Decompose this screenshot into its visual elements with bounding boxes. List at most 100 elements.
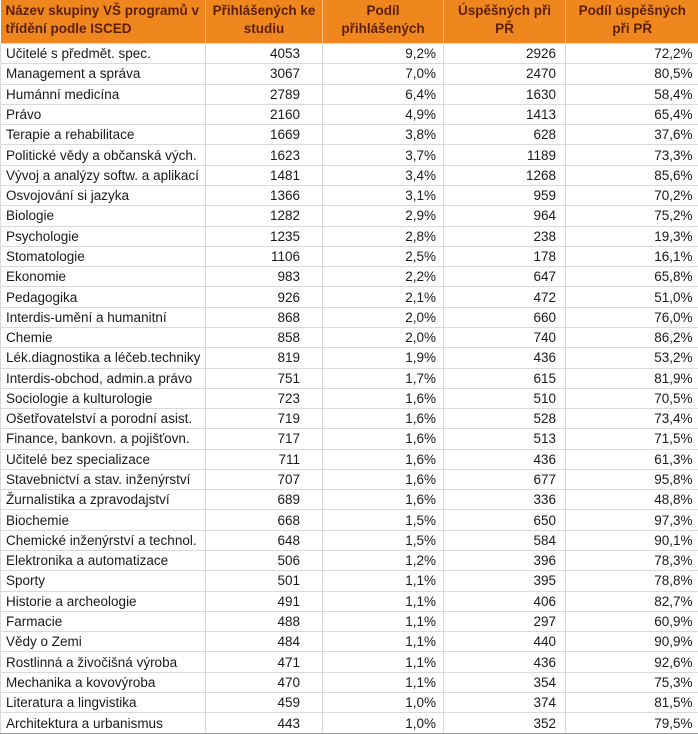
program-name-cell: Stavebnictví a stav. inženýrství <box>0 469 206 491</box>
value-cell: 37,6% <box>565 124 698 146</box>
value-cell: 648 <box>205 530 323 552</box>
column-header-successful: Úspěšných při PŘ <box>443 0 566 44</box>
value-cell: 959 <box>443 185 566 207</box>
table-row: Sporty 501 1,1% 395 78,8% <box>0 570 698 592</box>
value-cell: 92,6% <box>565 651 698 673</box>
program-name-cell: Učitelé s předmět. spec. <box>0 43 206 65</box>
value-cell: 2926 <box>443 43 566 65</box>
value-cell: 584 <box>443 530 566 552</box>
value-cell: 73,4% <box>565 408 698 430</box>
value-cell: 1,6% <box>322 388 444 410</box>
value-cell: 707 <box>205 469 323 491</box>
value-cell: 1,1% <box>322 672 444 694</box>
value-cell: 1189 <box>443 144 566 166</box>
value-cell: 81,5% <box>565 692 698 714</box>
value-cell: 711 <box>205 449 323 470</box>
program-name-cell: Politické vědy a občanská vých. <box>0 144 206 166</box>
program-name-cell: Architektura a urbanismus <box>0 712 206 734</box>
value-cell: 1,1% <box>322 570 444 592</box>
value-cell: 82,7% <box>565 591 698 612</box>
header-row: Název skupiny VŠ programů v třídění podl… <box>0 0 698 44</box>
value-cell: 78,8% <box>565 570 698 592</box>
program-name-cell: Vědy o Zemi <box>0 631 206 653</box>
value-cell: 501 <box>205 570 323 592</box>
value-cell: 19,3% <box>565 226 698 247</box>
value-cell: 2,9% <box>322 205 444 227</box>
value-cell: 858 <box>205 327 323 349</box>
table-row: Management a správa 3067 7,0% 2470 80,5% <box>0 63 698 85</box>
value-cell: 1,1% <box>322 651 444 673</box>
program-name-cell: Ekonomie <box>0 266 206 288</box>
value-cell: 2160 <box>205 104 323 126</box>
table-row: Sociologie a kulturologie 723 1,6% 510 70,5% <box>0 388 698 410</box>
value-cell: 396 <box>443 550 566 572</box>
value-cell: 964 <box>443 205 566 227</box>
program-name-cell: Sociologie a kulturologie <box>0 388 206 410</box>
value-cell: 668 <box>205 509 323 531</box>
value-cell: 819 <box>205 347 323 369</box>
value-cell: 4053 <box>205 43 323 65</box>
program-name-cell: Mechanika a kovovýroba <box>0 672 206 694</box>
value-cell: 58,4% <box>565 84 698 105</box>
value-cell: 723 <box>205 388 323 410</box>
value-cell: 3,4% <box>322 165 444 186</box>
program-name-cell: Lék.diagnostika a léčeb.techniky <box>0 347 206 369</box>
program-name-cell: Finance, bankovn. a pojišťovn. <box>0 428 206 450</box>
value-cell: 238 <box>443 226 566 247</box>
value-cell: 2,0% <box>322 307 444 328</box>
value-cell: 3067 <box>205 63 323 85</box>
value-cell: 1106 <box>205 246 323 268</box>
value-cell: 628 <box>443 124 566 146</box>
value-cell: 1235 <box>205 226 323 247</box>
column-header-applicants: Přihlášených ke studiu <box>205 0 323 44</box>
value-cell: 1,1% <box>322 631 444 653</box>
program-name-cell: Interdis-obchod, admin.a právo <box>0 368 206 389</box>
value-cell: 1,5% <box>322 530 444 552</box>
value-cell: 48,8% <box>565 489 698 511</box>
value-cell: 70,5% <box>565 388 698 410</box>
value-cell: 97,3% <box>565 509 698 531</box>
value-cell: 510 <box>443 388 566 410</box>
value-cell: 73,3% <box>565 144 698 166</box>
value-cell: 76,0% <box>565 307 698 328</box>
program-name-cell: Farmacie <box>0 611 206 633</box>
value-cell: 528 <box>443 408 566 430</box>
value-cell: 2,8% <box>322 226 444 247</box>
value-cell: 1,2% <box>322 550 444 572</box>
table-row: Mechanika a kovovýroba 470 1,1% 354 75,3% <box>0 672 698 694</box>
table-row: Stomatologie 1106 2,5% 178 16,1% <box>0 246 698 268</box>
value-cell: 1366 <box>205 185 323 207</box>
program-name-cell: Sporty <box>0 570 206 592</box>
value-cell: 1268 <box>443 165 566 186</box>
value-cell: 488 <box>205 611 323 633</box>
value-cell: 81,9% <box>565 368 698 389</box>
table-row: Interdis-umění a humanitní 868 2,0% 660 76,0… <box>0 307 698 328</box>
value-cell: 71,5% <box>565 428 698 450</box>
value-cell: 470 <box>205 672 323 694</box>
value-cell: 472 <box>443 286 566 308</box>
value-cell: 85,6% <box>565 165 698 186</box>
program-name-cell: Osvojování si jazyka <box>0 185 206 207</box>
value-cell: 436 <box>443 651 566 673</box>
program-name-cell: Historie a archeologie <box>0 591 206 612</box>
table-row: Chemie 858 2,0% 740 86,2% <box>0 327 698 349</box>
value-cell: 2,5% <box>322 246 444 268</box>
table-row: Politické vědy a občanská vých. 1623 3,7% 1… <box>0 144 698 166</box>
value-cell: 70,2% <box>565 185 698 207</box>
value-cell: 80,5% <box>565 63 698 85</box>
value-cell: 61,3% <box>565 449 698 470</box>
table-row: Ošetřovatelství a porodní asist. 719 1,6% 5… <box>0 408 698 430</box>
program-name-cell: Interdis-umění a humanitní <box>0 307 206 328</box>
program-name-cell: Vývoj a analýzy softw. a aplikací <box>0 165 206 186</box>
value-cell: 1,6% <box>322 449 444 470</box>
value-cell: 395 <box>443 570 566 592</box>
value-cell: 1413 <box>443 104 566 126</box>
value-cell: 178 <box>443 246 566 268</box>
value-cell: 459 <box>205 692 323 714</box>
value-cell: 75,3% <box>565 672 698 694</box>
value-cell: 72,2% <box>565 43 698 65</box>
table-row: Biologie 1282 2,9% 964 75,2% <box>0 205 698 227</box>
value-cell: 53,2% <box>565 347 698 369</box>
value-cell: 1669 <box>205 124 323 146</box>
value-cell: 406 <box>443 591 566 612</box>
